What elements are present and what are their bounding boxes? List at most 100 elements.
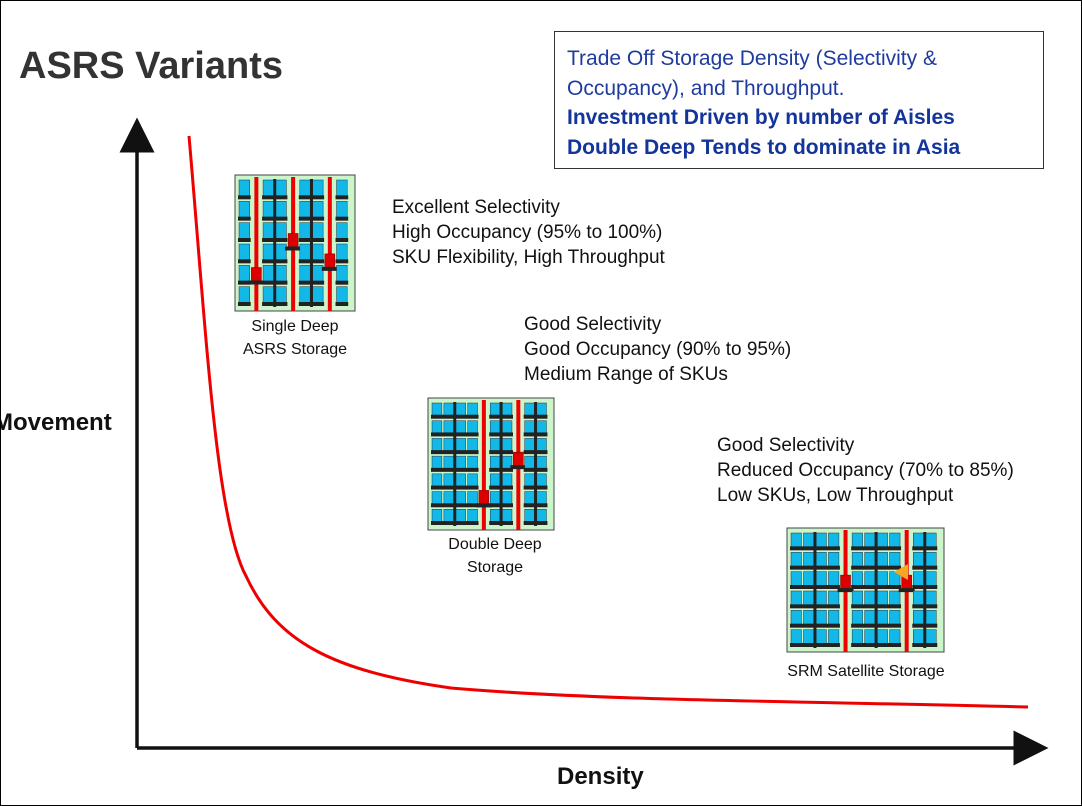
crane-base: [321, 266, 338, 271]
pallet-slot: [299, 222, 311, 240]
crane-base: [285, 246, 302, 251]
pallet-slot: [828, 629, 840, 645]
pallet-slot: [536, 509, 547, 523]
crane-base: [510, 465, 527, 470]
pallet-slot: [524, 438, 535, 452]
rack-beam: [335, 238, 349, 242]
single-deep-icon: [234, 174, 356, 312]
rack-upright: [534, 402, 538, 526]
x-axis-label: Density: [557, 763, 644, 790]
pallet-slot: [299, 243, 311, 261]
pallet-slot: [501, 402, 513, 416]
desc-line: Good Selectivity: [717, 435, 855, 456]
pallet-slot: [925, 629, 937, 645]
pallet-slot: [925, 532, 937, 548]
pallet-slot: [536, 438, 547, 452]
pallet-slot: [501, 420, 513, 434]
pallet-slot: [925, 552, 937, 567]
rack-beam: [335, 302, 349, 306]
double-deep-description: Good Selectivity Good Occupancy (90% to …: [524, 312, 791, 387]
callout-box: Trade Off Storage Density (Selectivity &…: [554, 31, 1044, 169]
pallet-slot: [851, 552, 863, 567]
stacker-crane: [251, 267, 262, 282]
pallet-slot: [815, 590, 827, 606]
pallet-slot: [443, 509, 455, 523]
callout-line: Trade Off Storage Density (Selectivity &: [567, 47, 937, 70]
rack-beam: [238, 259, 251, 264]
pallet-slot: [790, 532, 802, 548]
stacker-crane: [287, 233, 299, 248]
rack-beam: [335, 195, 349, 200]
pallet-slot: [312, 265, 324, 282]
rack-beam: [238, 216, 251, 221]
pallet-slot: [536, 473, 547, 487]
pallet-slot: [467, 420, 478, 434]
pallet-slot: [501, 473, 513, 487]
pallet-slot: [876, 610, 888, 625]
pallet-slot: [312, 243, 324, 261]
pallet-slot: [501, 438, 513, 452]
pallet-slot: [913, 629, 925, 645]
stacker-crane: [324, 253, 336, 269]
pallet-slot: [238, 222, 250, 240]
crane-base: [248, 280, 265, 285]
callout-line-bold: Investment Driven by number of Aisles: [567, 106, 955, 129]
stacker-crane: [840, 574, 851, 590]
pallet-slot: [467, 438, 478, 452]
pallet-slot: [876, 552, 888, 567]
pallet-slot: [889, 629, 901, 645]
pallet-slot: [828, 552, 840, 567]
pallet-slot: [489, 420, 501, 434]
pallet-slot: [815, 532, 827, 548]
pallet-slot: [864, 629, 876, 645]
aisle: [481, 400, 486, 530]
pallet-slot: [431, 420, 443, 434]
pallet-slot: [443, 491, 455, 505]
pallet-slot: [275, 179, 287, 197]
pallet-slot: [889, 590, 901, 606]
pallet-slot: [790, 571, 802, 587]
crane-base: [837, 588, 854, 593]
pallet-slot: [443, 473, 455, 487]
pallet-slot: [262, 265, 274, 282]
caption-line: Single Deep: [251, 318, 339, 335]
pallet-slot: [299, 201, 311, 218]
pallet-slot: [455, 455, 466, 470]
pallet-slot: [431, 473, 443, 487]
double-deep-caption: Double Deep Storage: [425, 533, 565, 579]
pallet-slot: [524, 455, 535, 470]
pallet-slot: [876, 532, 888, 548]
caption-line: Double Deep: [448, 536, 542, 553]
double-deep-icon: [427, 397, 555, 531]
callout-line-bold: Double Deep Tends to dominate in Asia: [567, 135, 961, 159]
pallet-slot: [336, 243, 348, 261]
pallet-slot: [299, 265, 311, 282]
pallet-slot: [431, 491, 443, 505]
pallet-slot: [238, 265, 250, 282]
pallet-slot: [815, 629, 827, 645]
pallet-slot: [312, 201, 324, 218]
pallet-slot: [790, 629, 802, 645]
pallet-slot: [913, 610, 925, 625]
aisle: [327, 177, 332, 311]
page-title: ASRS Variants: [19, 45, 283, 87]
pallet-slot: [524, 402, 535, 416]
pallet-slot: [803, 552, 815, 567]
pallet-slot: [815, 571, 827, 587]
pallet-slot: [238, 286, 250, 304]
pallet-slot: [299, 286, 311, 304]
pallet-slot: [275, 201, 287, 218]
single-deep-description: Excellent Selectivity High Occupancy (95…: [392, 195, 665, 270]
pallet-slot: [336, 265, 348, 282]
aisle: [254, 177, 259, 311]
pallet-slot: [443, 438, 455, 452]
pallet-slot: [431, 438, 443, 452]
pallet-slot: [913, 532, 925, 548]
callout-line: Occupancy), and Throughput.: [567, 76, 845, 100]
rack-beam: [335, 280, 349, 285]
pallet-slot: [876, 590, 888, 606]
pallet-slot: [925, 590, 937, 606]
pallet-slot: [876, 571, 888, 587]
